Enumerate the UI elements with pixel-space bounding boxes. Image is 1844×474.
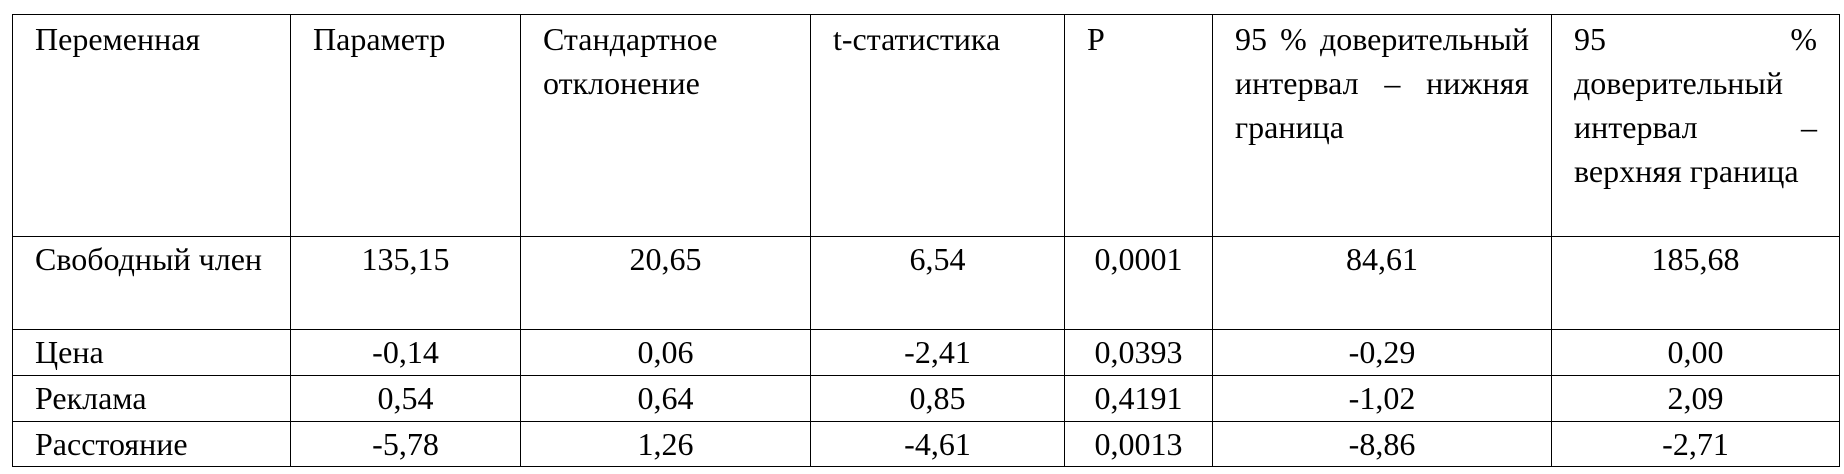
value-cell: 1,26 xyxy=(520,421,811,467)
header-cell: 95 % доверительный интервал – верхняя гр… xyxy=(1551,14,1840,237)
row-label: Расстояние xyxy=(12,421,291,467)
value-cell: 0,64 xyxy=(520,375,811,422)
header-cell: Переменная xyxy=(12,14,291,237)
value-cell: 6,54 xyxy=(810,236,1065,330)
data-row: Реклама 0,54 0,64 0,85 0,4191 -1,02 2,09 xyxy=(12,375,1840,422)
value-cell: 135,15 xyxy=(290,236,521,330)
value-cell: -5,78 xyxy=(290,421,521,467)
header-cell: t-статистика xyxy=(810,14,1065,237)
table-body: Переменная Параметр Стандартное отклонение… xyxy=(12,14,1840,467)
value-cell: 84,61 xyxy=(1212,236,1552,330)
header-cell: Параметр xyxy=(290,14,521,237)
value-cell: -2,71 xyxy=(1551,421,1840,467)
value-cell: 0,06 xyxy=(520,329,811,376)
value-cell: 0,85 xyxy=(810,375,1065,422)
row-label: Свободный член xyxy=(12,236,291,330)
data-row: Цена -0,14 0,06 -2,41 0,0393 -0,29 0,00 xyxy=(12,329,1840,376)
value-cell: 0,0393 xyxy=(1064,329,1213,376)
value-cell: 0,0001 xyxy=(1064,236,1213,330)
regression-table: Переменная Параметр Стандартное отклонение… xyxy=(12,14,1840,467)
value-cell: 185,68 xyxy=(1551,236,1840,330)
header-cell: P xyxy=(1064,14,1213,237)
value-cell: 2,09 xyxy=(1551,375,1840,422)
value-cell: 0,00 xyxy=(1551,329,1840,376)
value-cell: -0,29 xyxy=(1212,329,1552,376)
value-cell: -2,41 xyxy=(810,329,1065,376)
value-cell: -0,14 xyxy=(290,329,521,376)
value-cell: -8,86 xyxy=(1212,421,1552,467)
value-cell: -1,02 xyxy=(1212,375,1552,422)
header-cell: Стандартное отклонение xyxy=(520,14,811,237)
value-cell: -4,61 xyxy=(810,421,1065,467)
row-label: Цена xyxy=(12,329,291,376)
value-cell: 20,65 xyxy=(520,236,811,330)
row-label: Реклама xyxy=(12,375,291,422)
header-row: Переменная Параметр Стандартное отклонение… xyxy=(12,14,1840,237)
data-row: Расстояние -5,78 1,26 -4,61 0,0013 -8,86 -2,71 xyxy=(12,421,1840,467)
header-cell: 95 % доверительный интервал – нижняя гра… xyxy=(1212,14,1552,237)
data-row: Свободный член 135,15 20,65 6,54 0,0001 84,61… xyxy=(12,236,1840,330)
value-cell: 0,4191 xyxy=(1064,375,1213,422)
value-cell: 0,54 xyxy=(290,375,521,422)
value-cell: 0,0013 xyxy=(1064,421,1213,467)
